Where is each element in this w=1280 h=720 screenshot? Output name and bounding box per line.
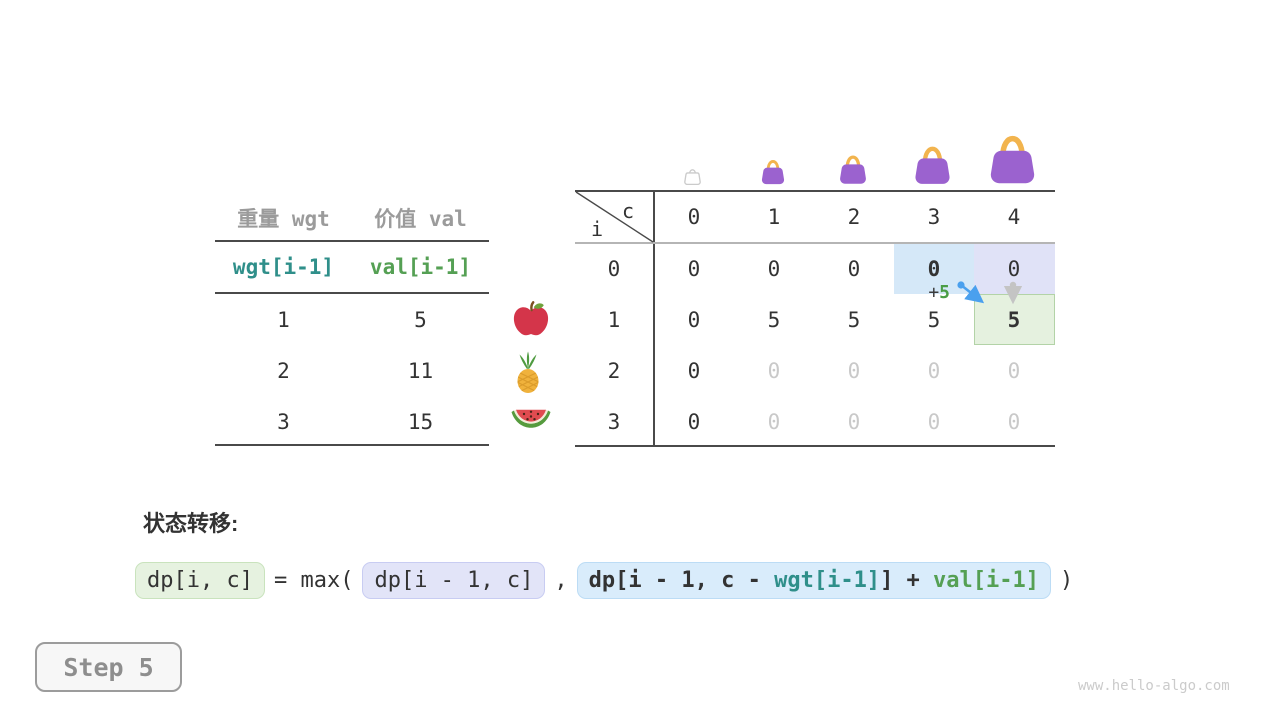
bag-xlarge-icon bbox=[990, 136, 1035, 184]
item-row-2-weight: 2 bbox=[277, 358, 290, 383]
dp-cell-r0-c2: 0 bbox=[847, 256, 861, 281]
dp-cell-r1-c2: 5 bbox=[847, 307, 861, 332]
item-table-rule-top bbox=[215, 240, 489, 242]
item-table-header-weight: 重量 wgt bbox=[237, 207, 330, 231]
dp-cell-r2-c0: 0 bbox=[687, 358, 701, 383]
formula-option1-box: dp[i - 1, c] bbox=[362, 561, 546, 599]
transition-formula: dp[i, c] = max( dp[i - 1, c] , dp[i - 1,… bbox=[135, 559, 1082, 601]
dp-cell-r3-c2: 0 bbox=[847, 409, 861, 434]
item-table-header-value: 价值 val bbox=[374, 207, 467, 231]
dp-cell-r1-c1: 5 bbox=[767, 307, 781, 332]
dp-col-header-3: 3 bbox=[927, 204, 941, 229]
dp-cell-r3-c3: 0 bbox=[927, 409, 941, 434]
formula-option2-wgt: wgt[i-1] bbox=[774, 567, 881, 593]
dp-row-header-0: 0 bbox=[607, 256, 621, 281]
item-row-1-weight: 1 bbox=[277, 307, 290, 332]
dp-cell-r0-c3: 0 bbox=[927, 256, 941, 281]
corner-label-i: i bbox=[590, 217, 604, 241]
formula-option2-mid: ] + bbox=[880, 567, 934, 593]
plus-operator: + bbox=[928, 282, 940, 303]
step-indicator-button[interactable]: Step 5 bbox=[35, 642, 182, 692]
dp-table-border-top bbox=[575, 190, 1055, 192]
dp-cell-r0-c4: 0 bbox=[1007, 256, 1021, 281]
formula-close-paren: ) bbox=[1060, 567, 1074, 593]
bag-small-icon bbox=[761, 160, 785, 185]
formula-option2-val: val[i-1] bbox=[933, 567, 1040, 593]
dp-cell-r0-c0: 0 bbox=[687, 256, 701, 281]
dp-cell-r2-c3: 0 bbox=[927, 358, 941, 383]
dp-cell-r3-c4: 0 bbox=[1007, 409, 1021, 434]
bag-ghost-icon bbox=[684, 169, 701, 185]
dp-col-header-1: 1 bbox=[767, 204, 781, 229]
corner-label-c: c bbox=[621, 199, 635, 223]
formula-result-box: dp[i, c] bbox=[135, 561, 265, 599]
dp-cell-r2-c4: 0 bbox=[1007, 358, 1021, 383]
item-row-3-value: 15 bbox=[407, 409, 434, 434]
apple-icon bbox=[513, 301, 549, 336]
item-table-rule-middle bbox=[215, 292, 489, 294]
dp-cell-r2-c1: 0 bbox=[767, 358, 781, 383]
formula-option2-prefix: dp[i - 1, c - bbox=[588, 567, 775, 593]
item-row-3-weight: 3 bbox=[277, 409, 290, 434]
watermark-url: www.hello-algo.com bbox=[1078, 678, 1230, 694]
dp-cell-r1-c3: 5 bbox=[927, 307, 941, 332]
item-row-2-value: 11 bbox=[407, 358, 434, 383]
formula-comma: , bbox=[554, 567, 568, 593]
dp-table-header-column-line bbox=[653, 190, 655, 447]
dp-cell-r3-c1: 0 bbox=[767, 409, 781, 434]
dp-table: c i 0 1 2 3 4 0 1 2 3 0 0 0 0 0 0 5 5 5 … bbox=[575, 136, 1055, 447]
dp-row-header-1: 1 bbox=[607, 307, 621, 332]
formula-eq-max: = max( bbox=[273, 567, 354, 593]
dp-col-header-0: 0 bbox=[687, 204, 701, 229]
dp-row-header-2: 2 bbox=[607, 358, 621, 383]
item-table-val-index: val[i-1] bbox=[369, 255, 472, 279]
item-table-rule-bottom bbox=[215, 444, 489, 446]
bag-large-icon bbox=[915, 146, 950, 184]
plus-value-annotation: +5 bbox=[916, 282, 950, 304]
dp-col-header-4: 4 bbox=[1007, 204, 1021, 229]
dp-table-border-bottom bbox=[575, 445, 1055, 447]
dp-cell-r0-c1: 0 bbox=[767, 256, 781, 281]
bag-medium-icon bbox=[840, 155, 866, 184]
watermelon-icon bbox=[511, 409, 551, 428]
dp-cell-r3-c0: 0 bbox=[687, 409, 701, 434]
transition-label: 状态转移: bbox=[143, 511, 239, 536]
formula-option2-box: dp[i - 1, c - wgt[i-1]] + val[i-1] bbox=[576, 561, 1052, 599]
corner-diagonal-line bbox=[575, 191, 654, 243]
item-row-1-value: 5 bbox=[414, 307, 427, 332]
item-table-wgt-index: wgt[i-1] bbox=[232, 255, 335, 279]
dp-cell-r2-c2: 0 bbox=[847, 358, 861, 383]
plus-value: 5 bbox=[939, 282, 950, 303]
dp-row-header-3: 3 bbox=[607, 409, 621, 434]
pineapple-icon bbox=[517, 351, 539, 393]
dp-cell-r1-c0: 0 bbox=[687, 307, 701, 332]
dp-col-header-2: 2 bbox=[847, 204, 861, 229]
dp-cell-r1-c4: 5 bbox=[1007, 307, 1021, 332]
dp-table-header-row-line bbox=[575, 242, 1055, 244]
